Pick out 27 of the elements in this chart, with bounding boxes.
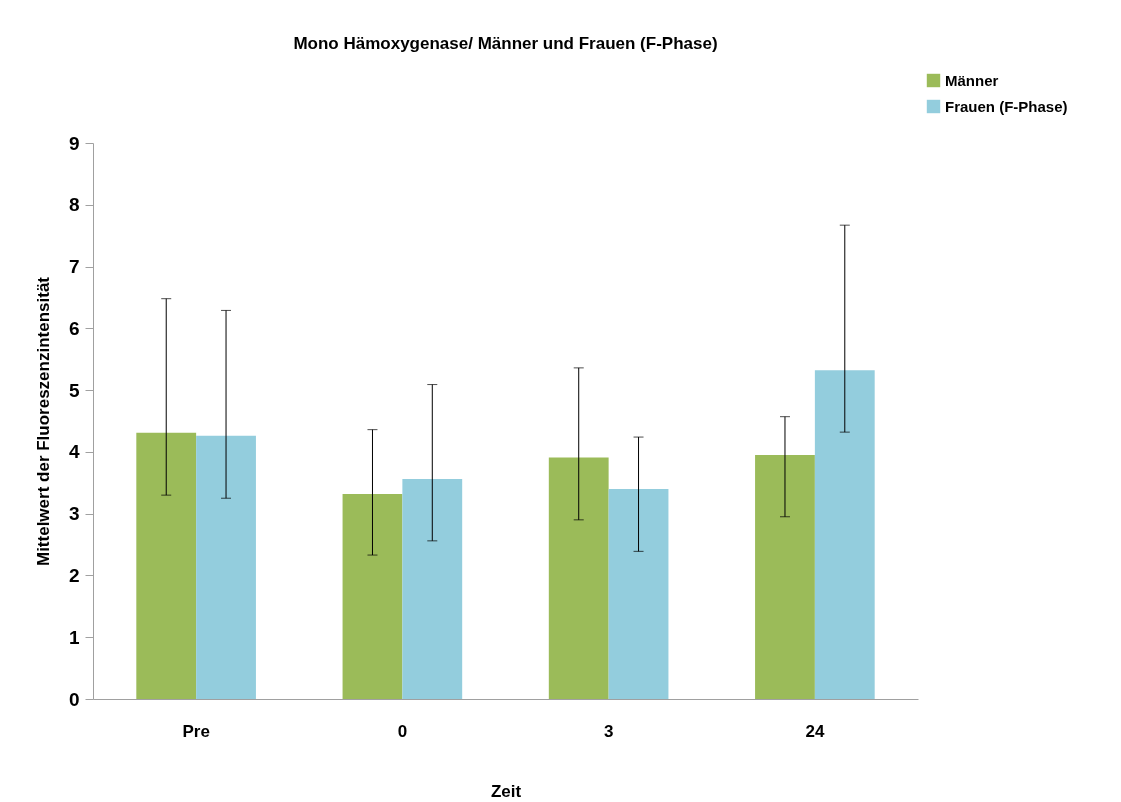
- y-tick-label: 5: [68, 379, 80, 401]
- bar: [548, 457, 609, 699]
- y-tick-label: 3: [68, 503, 80, 525]
- y-tick-label: 9: [68, 132, 80, 154]
- bar: [402, 479, 463, 699]
- bar: [136, 432, 197, 699]
- y-axis-title: Mittelwert der Fluoreszenzintensität: [33, 276, 53, 567]
- x-tick-label: Pre: [182, 721, 210, 741]
- x-axis-title: Zeit: [490, 781, 522, 801]
- chart-title: Mono Hämoxygenase/ Männer und Frauen (F-Phase): [293, 34, 718, 53]
- bar: [196, 435, 256, 699]
- y-tick-label: 1: [68, 626, 80, 648]
- y-tick-label: 0: [68, 688, 80, 710]
- y-tick-label: 7: [68, 256, 80, 278]
- y-tick-label: 2: [68, 564, 80, 586]
- bar: [342, 493, 403, 699]
- legend-label: Frauen (F-Phase): [945, 97, 1068, 115]
- y-tick-label: 8: [68, 194, 80, 216]
- bar: [755, 454, 815, 699]
- legend-label: Männer: [945, 71, 999, 89]
- y-tick-label: 4: [68, 441, 80, 463]
- x-tick-label: 24: [805, 721, 825, 741]
- bar: [608, 488, 669, 699]
- x-tick-label: 3: [603, 721, 614, 741]
- bar: [814, 370, 875, 699]
- y-tick-label: 6: [68, 317, 80, 339]
- x-tick-label: 0: [397, 721, 408, 741]
